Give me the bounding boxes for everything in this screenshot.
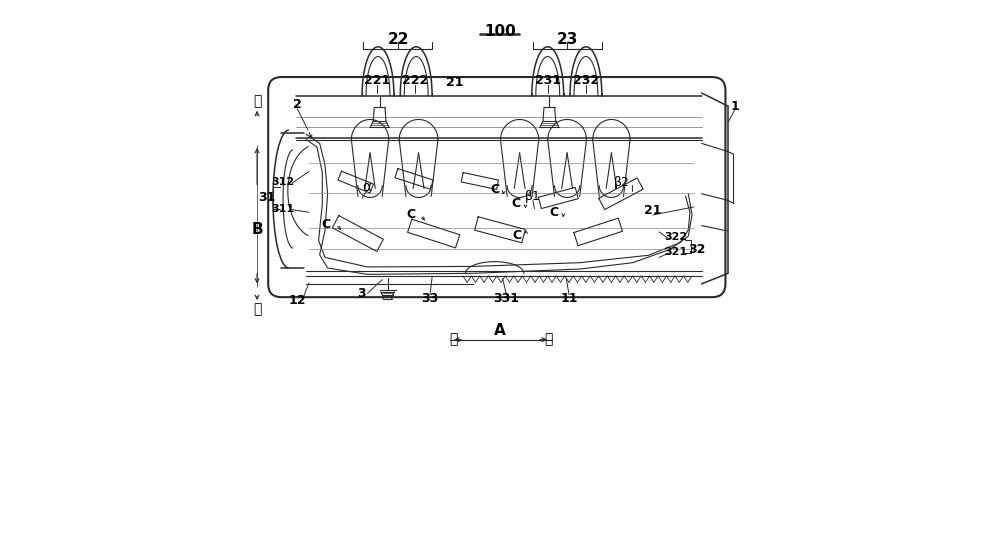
Text: 222: 222 — [402, 74, 428, 87]
Text: 1: 1 — [730, 100, 739, 113]
Text: 31: 31 — [258, 191, 275, 204]
Text: 322: 322 — [665, 232, 688, 242]
Text: C: C — [550, 206, 559, 219]
Text: 232: 232 — [573, 74, 599, 87]
Text: 右: 右 — [545, 333, 553, 347]
Text: β2: β2 — [614, 176, 630, 189]
Text: 21: 21 — [446, 76, 464, 89]
Text: C: C — [511, 197, 520, 210]
Text: C: C — [406, 209, 415, 221]
Text: C: C — [490, 183, 499, 196]
Text: 321: 321 — [665, 247, 688, 257]
Text: 32: 32 — [689, 243, 706, 256]
Text: 312: 312 — [271, 177, 294, 187]
Text: β1: β1 — [525, 190, 541, 203]
Text: C: C — [512, 229, 522, 242]
Text: 下: 下 — [253, 302, 261, 316]
Text: 上: 上 — [253, 94, 261, 108]
Text: 33: 33 — [421, 292, 439, 306]
Text: B: B — [251, 222, 263, 237]
Text: 2: 2 — [293, 98, 302, 111]
Text: 231: 231 — [535, 74, 561, 87]
Text: 11: 11 — [560, 292, 578, 306]
Text: A: A — [494, 323, 506, 338]
Text: 311: 311 — [271, 204, 294, 213]
Text: 12: 12 — [289, 294, 306, 307]
Text: 100: 100 — [484, 24, 516, 39]
Text: 21: 21 — [644, 204, 662, 217]
Text: 22: 22 — [387, 32, 409, 47]
Text: α: α — [362, 181, 371, 195]
Text: 23: 23 — [557, 32, 579, 47]
Text: 221: 221 — [364, 74, 390, 87]
Text: 3: 3 — [357, 287, 365, 300]
Text: 左: 左 — [449, 333, 458, 347]
Text: C: C — [321, 218, 331, 231]
Text: 331: 331 — [493, 292, 519, 306]
FancyBboxPatch shape — [268, 77, 725, 297]
